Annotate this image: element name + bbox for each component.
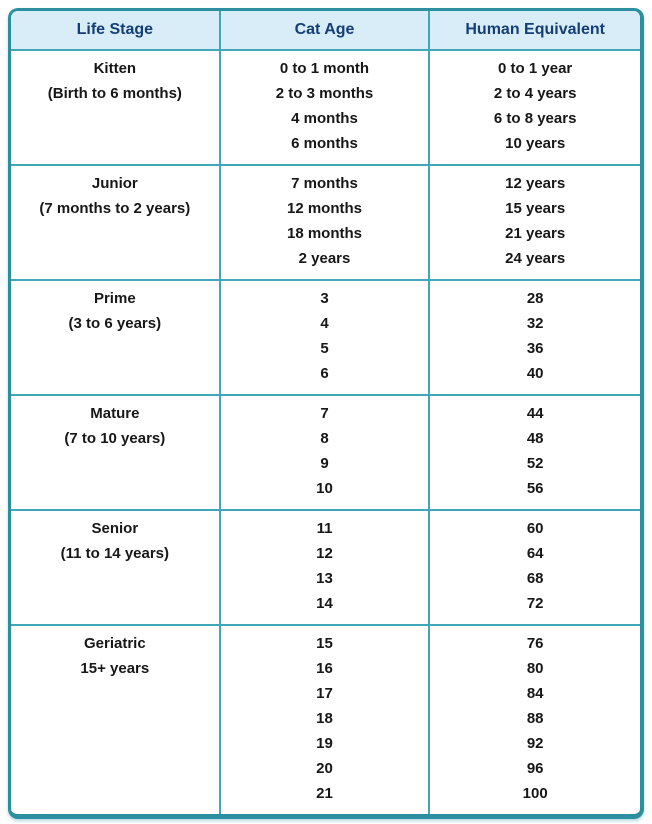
human-equivalent-cell: 0 to 1 year 2 to 4 years 6 to 8 years 10 ye… [430,51,640,164]
cell-line: 44 [526,405,544,422]
cell-line: Senior [91,520,139,537]
cell-line: (Birth to 6 months) [47,85,182,102]
life-stage-cell: Senior (11 to 14 years) [11,511,221,624]
cat-age-conversion-table: Life Stage Cat Age Human Equivalent Kitt… [8,8,644,819]
table-body: Kitten (Birth to 6 months) 0 to 1 month 2 t… [11,51,640,814]
cell-line: 16 [316,660,333,677]
cell-line: 56 [526,480,544,497]
cat-age-cell: 0 to 1 month 2 to 3 months 4 months 6 month… [221,51,431,164]
cell-line: 88 [526,710,544,727]
cat-age-cell: 11 12 13 14 [221,511,431,624]
cell-line: 9 [320,455,329,472]
table-row: Senior (11 to 14 years) 11 12 13 14 60 64 68 72 [11,509,640,624]
cell-line: 40 [526,365,544,382]
cell-line: 7 months [291,175,358,192]
header-human-equivalent: Human Equivalent [465,21,605,38]
cell-line: 36 [526,340,544,357]
human-equivalent-cell: 28 32 36 40 [430,281,640,394]
cell-line: 15 [316,635,333,652]
cell-line: 7 [320,405,329,422]
cell-line: 17 [316,685,333,702]
human-equivalent-cell: 60 64 68 72 [430,511,640,624]
cell-line: 13 [316,570,333,587]
cell-line: 8 [320,430,329,447]
cell-line: 19 [316,735,333,752]
life-stage-cell: Junior (7 months to 2 years) [11,166,221,279]
cell-line: 28 [526,290,544,307]
cell-line: 20 [316,760,333,777]
cell-line: (3 to 6 years) [68,315,162,332]
cell-line: 96 [526,760,544,777]
table-row: Kitten (Birth to 6 months) 0 to 1 month 2 t… [11,51,640,164]
cell-line: 80 [526,660,544,677]
table-row: Mature (7 to 10 years) 7 8 9 10 44 48 52 56 [11,394,640,509]
table-row: Geriatric 15+ years 15 16 17 18 19 20 21 76 80 84 88… [11,624,640,814]
cell-line: 2 to 4 years [493,85,577,102]
cell-line: 3 [320,290,329,307]
cell-line: 4 months [291,110,358,127]
cell-line: Kitten [93,60,137,77]
cell-line: 2 years [298,250,351,267]
human-equivalent-cell: 44 48 52 56 [430,396,640,509]
cell-line: Geriatric [83,635,146,652]
cell-line: 10 [316,480,333,497]
cell-line: 84 [526,685,544,702]
cell-line: 11 [316,520,333,537]
cat-age-cell: 7 8 9 10 [221,396,431,509]
cell-line: 92 [526,735,544,752]
cell-line: 21 years [505,225,566,242]
cell-line: 0 to 1 month [279,60,370,77]
life-stage-cell: Geriatric 15+ years [11,626,221,814]
cell-line: 100 [522,785,548,802]
cell-line: Mature [90,405,140,422]
life-stage-cell: Prime (3 to 6 years) [11,281,221,394]
cell-line: (7 months to 2 years) [39,200,191,217]
table-row: Junior (7 months to 2 years) 7 months 12 mo… [11,164,640,279]
cell-line: (11 to 14 years) [60,545,170,562]
cell-line: 52 [526,455,544,472]
cell-line: 0 to 1 year [498,60,573,77]
cell-line: 5 [320,340,329,357]
cell-line: 12 years [505,175,566,192]
cell-line: 68 [526,570,544,587]
cell-line: 21 [316,785,333,802]
header-life-stage: Life Stage [11,11,221,49]
cell-line: 18 months [286,225,362,242]
cat-age-cell: 7 months 12 months 18 months 2 years [221,166,431,279]
human-equivalent-cell: 12 years 15 years 21 years 24 years [430,166,640,279]
table-header-row: Life Stage Cat Age Human Equivalent [11,11,640,51]
life-stage-cell: Mature (7 to 10 years) [11,396,221,509]
cell-line: 32 [526,315,544,332]
cell-line: 18 [316,710,333,727]
cell-line: 12 months [286,200,362,217]
cell-line: Junior [91,175,138,192]
cell-line: 76 [526,635,544,652]
cell-line: 48 [526,430,544,447]
cell-line: 2 to 3 months [275,85,374,102]
cell-line: 6 to 8 years [493,110,577,127]
life-stage-cell: Kitten (Birth to 6 months) [11,51,221,164]
human-equivalent-cell: 76 80 84 88 92 96 100 [430,626,640,814]
cell-line: 10 years [505,135,566,152]
cell-line: 24 years [505,250,566,267]
cell-line: (7 to 10 years) [64,430,166,447]
table-row: Prime (3 to 6 years) 3 4 5 6 28 32 36 40 [11,279,640,394]
header-cat-age: Cat Age [221,11,431,49]
cell-line: 6 months [291,135,358,152]
cell-line: 72 [526,595,544,612]
cell-line: 4 [320,315,329,332]
cat-age-cell: 15 16 17 18 19 20 21 [221,626,431,814]
cell-line: Prime [93,290,136,307]
cell-line: 64 [526,545,544,562]
cell-line: 14 [316,595,333,612]
cell-line: 6 [320,365,329,382]
cell-line: 60 [526,520,544,537]
cell-line: 15 years [505,200,566,217]
cell-line: 12 [316,545,333,562]
cat-age-cell: 3 4 5 6 [221,281,431,394]
cell-line: 15+ years [80,660,150,677]
